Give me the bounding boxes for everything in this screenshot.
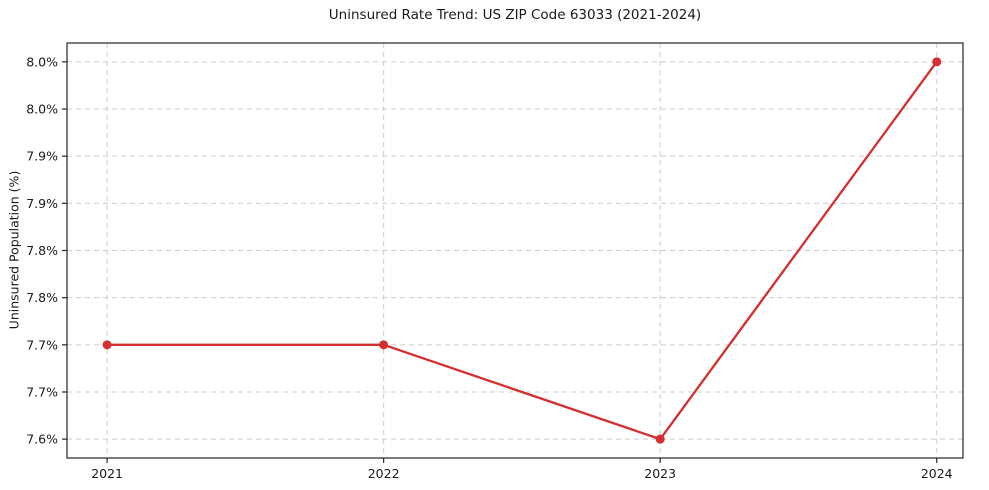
trend-line <box>105 60 938 441</box>
y-tick-label: 7.8% <box>26 290 58 305</box>
data-point-marker <box>102 340 112 350</box>
data-point-marker <box>655 434 665 444</box>
data-point-marker <box>932 57 942 67</box>
y-tick-label: 7.7% <box>26 337 58 352</box>
y-axis-label: Uninsured Population (%) <box>6 170 22 330</box>
x-tick-label: 2022 <box>368 466 400 481</box>
y-tick-label: 7.7% <box>26 384 58 399</box>
chart-title: Uninsured Rate Trend: US ZIP Code 63033 … <box>328 7 702 23</box>
plot-border <box>66 42 964 459</box>
x-tick-label: 2023 <box>644 466 676 481</box>
y-tick-label: 8.0% <box>26 54 58 69</box>
x-tick-label: 2024 <box>921 466 953 481</box>
x-tick-label: 2021 <box>91 466 123 481</box>
y-tick-label: 8.0% <box>26 102 58 117</box>
y-tick-label: 7.6% <box>26 432 58 447</box>
y-tick-label: 7.9% <box>26 196 58 211</box>
data-point-marker <box>379 340 389 350</box>
y-tick-label: 7.9% <box>26 149 58 164</box>
y-tick-label: 7.8% <box>26 243 58 258</box>
